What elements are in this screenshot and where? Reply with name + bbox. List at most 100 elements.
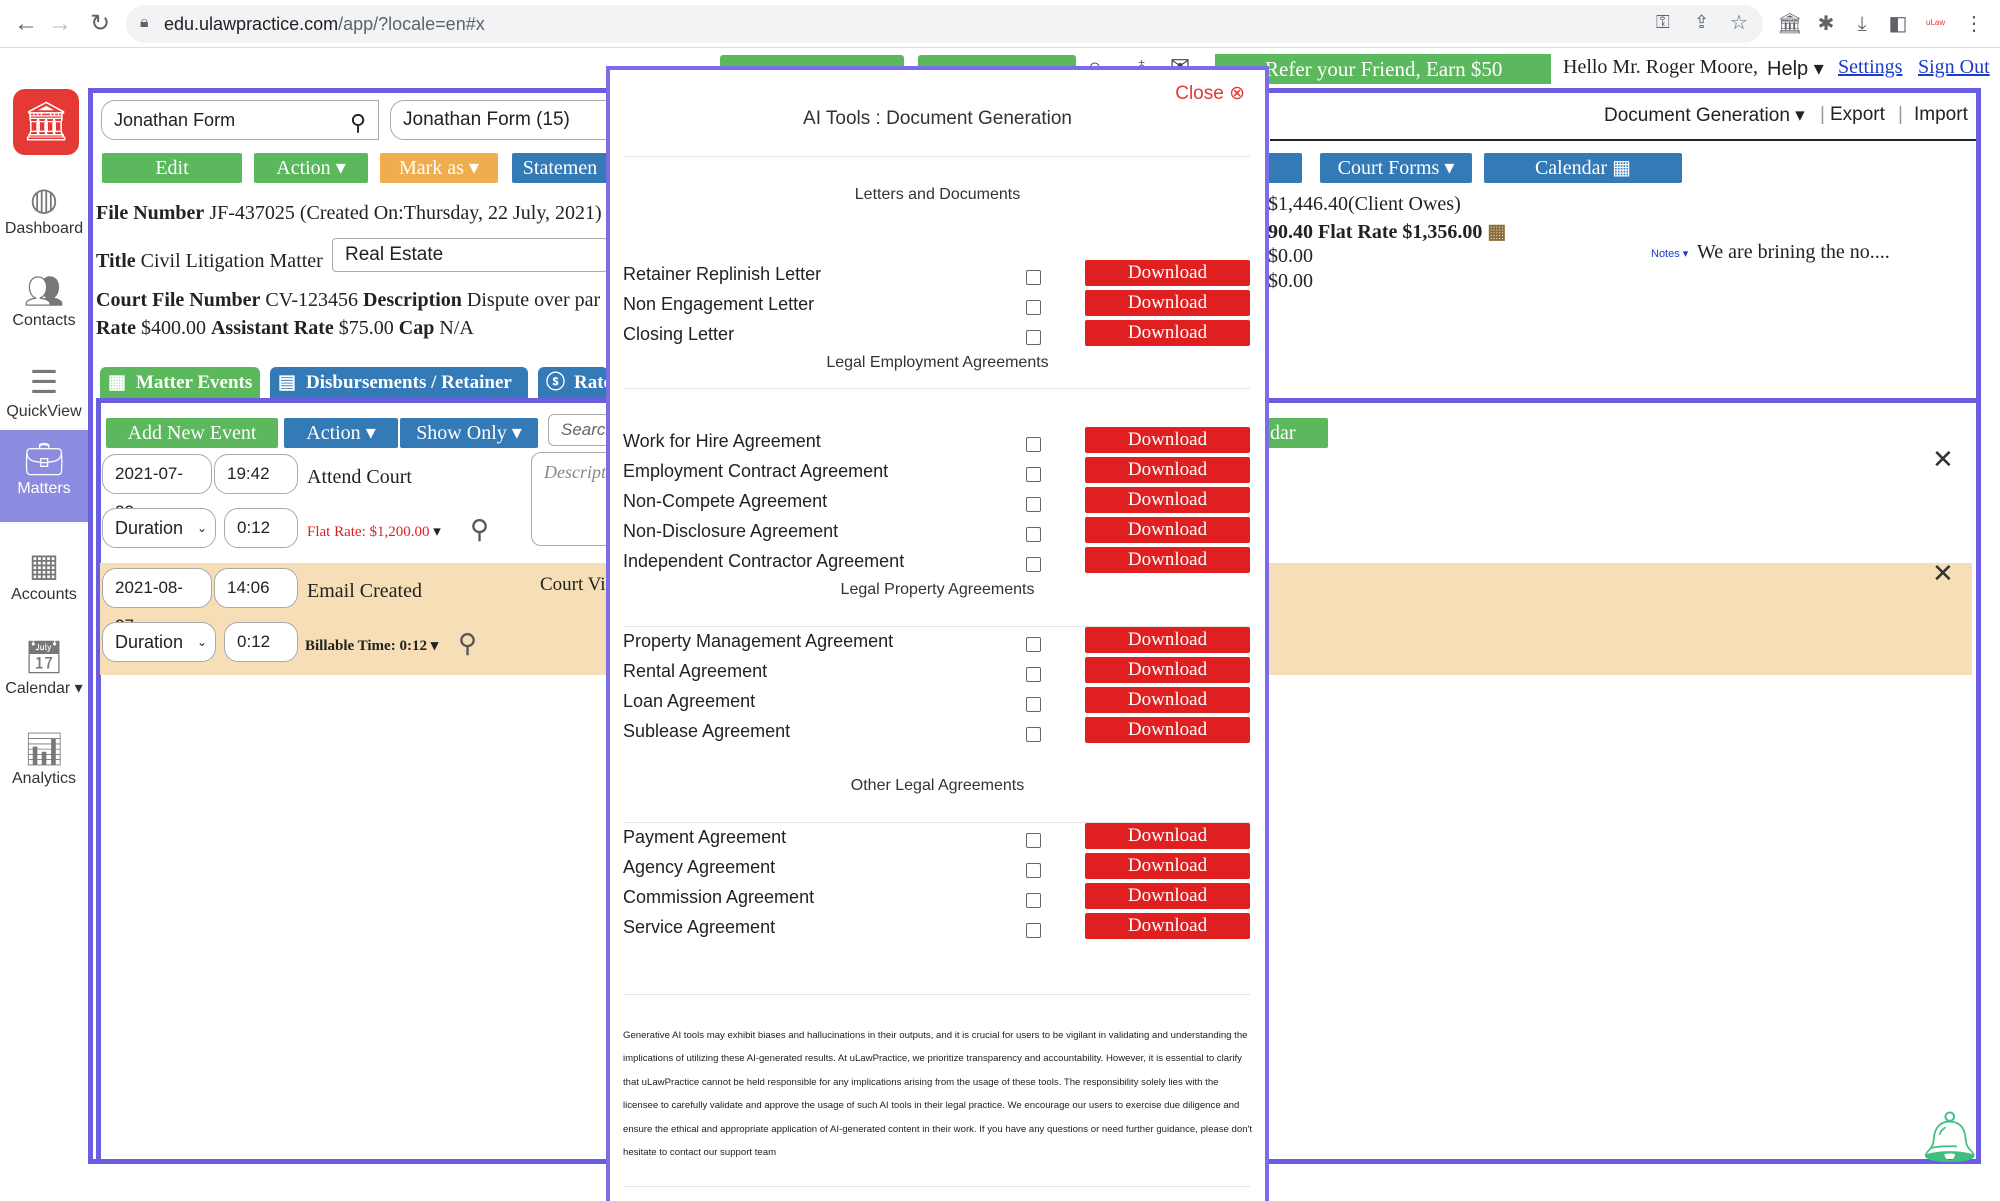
document-generation-menu[interactable]: Document Generation ▾ bbox=[1604, 105, 1805, 126]
back-arrow-icon[interactable]: ← bbox=[14, 10, 38, 37]
search-icon[interactable]: ⚲ bbox=[350, 110, 367, 135]
duration-select-2[interactable]: Duration ⌄ bbox=[102, 622, 216, 662]
sidebar-item-contacts[interactable]: 👥︎ Contacts bbox=[0, 262, 88, 354]
close-icon[interactable]: ✕ bbox=[1932, 558, 1954, 588]
download-button[interactable]: Download bbox=[1085, 687, 1250, 713]
reload-icon[interactable]: ↻ bbox=[89, 10, 111, 37]
download-button[interactable]: Download bbox=[1085, 290, 1250, 316]
doc-checkbox[interactable] bbox=[1026, 437, 1041, 452]
doc-checkbox[interactable] bbox=[1026, 557, 1041, 572]
menu-kebab-icon[interactable]: ⋮ bbox=[1964, 13, 1984, 35]
show-only-button[interactable]: Show Only ▾ bbox=[400, 418, 538, 448]
doc-checkbox[interactable] bbox=[1026, 330, 1041, 345]
download-button[interactable]: Download bbox=[1085, 913, 1250, 939]
doc-checkbox[interactable] bbox=[1026, 863, 1041, 878]
key-icon[interactable]: ⚿ bbox=[1656, 12, 1670, 32]
download-button[interactable]: Download bbox=[1085, 823, 1250, 849]
download-icon[interactable]: ⤓ bbox=[1857, 13, 1867, 35]
event-rate-2[interactable]: Billable Time: 0:12 ▾ bbox=[305, 638, 439, 654]
sidebar-item-dashboard[interactable]: ◍ Dashboard bbox=[0, 170, 88, 262]
help-menu[interactable]: Help ▾ bbox=[1767, 58, 1824, 80]
download-button[interactable]: Download bbox=[1085, 883, 1250, 909]
event-description-1[interactable]: Descripti bbox=[531, 452, 611, 546]
sidebar-item-quickview[interactable]: ☰ QuickView bbox=[0, 353, 88, 445]
magnify-icon[interactable]: ⚲ bbox=[458, 628, 478, 658]
refer-friend-button[interactable]: Refer your Friend, Earn $50 bbox=[1215, 54, 1551, 84]
user-guide-pill[interactable] bbox=[720, 55, 904, 67]
sidepanel-icon[interactable]: ◧ bbox=[1888, 13, 1908, 35]
download-button[interactable]: Download bbox=[1085, 457, 1250, 483]
close-icon[interactable]: ✕ bbox=[1932, 444, 1954, 474]
tab-rates[interactable]: ⓢ Rate bbox=[538, 367, 612, 399]
edit-button[interactable]: Edit bbox=[102, 153, 242, 183]
partial-blue-button[interactable] bbox=[1268, 153, 1302, 183]
doc-checkbox[interactable] bbox=[1026, 497, 1041, 512]
download-button[interactable]: Download bbox=[1085, 320, 1250, 346]
doc-checkbox[interactable] bbox=[1026, 893, 1041, 908]
event-date-2[interactable]: 2021-08-27 bbox=[102, 568, 212, 635]
sidebar-item-matters[interactable]: 💼︎ Matters bbox=[0, 430, 88, 522]
doc-checkbox[interactable] bbox=[1026, 270, 1041, 285]
download-button[interactable]: Download bbox=[1085, 260, 1250, 286]
matter-search-input[interactable]: Jonathan Form bbox=[101, 100, 379, 140]
puzzle-icon[interactable]: ✱ bbox=[1817, 13, 1835, 35]
download-button[interactable]: Download bbox=[1085, 657, 1250, 683]
extension-library-icon[interactable]: 🏛︎ bbox=[1777, 13, 1803, 35]
duration-value-2[interactable]: 0:12 bbox=[224, 622, 298, 662]
duration-value-1[interactable]: 0:12 bbox=[224, 508, 298, 548]
doc-checkbox[interactable] bbox=[1026, 300, 1041, 315]
download-button[interactable]: Download bbox=[1085, 853, 1250, 879]
modal-close-button[interactable]: Close ⊗ bbox=[1175, 83, 1245, 104]
doc-checkbox[interactable] bbox=[1026, 727, 1041, 742]
download-button[interactable]: Download bbox=[1085, 517, 1250, 543]
mark-as-button[interactable]: Mark as ▾ bbox=[380, 153, 498, 183]
event-rate-1[interactable]: Flat Rate: $1,200.00 ▾ bbox=[307, 524, 441, 540]
doc-checkbox[interactable] bbox=[1026, 637, 1041, 652]
action-button[interactable]: Action ▾ bbox=[254, 153, 368, 183]
profile-avatar[interactable]: uLaw bbox=[1926, 18, 1946, 27]
event-date-1[interactable]: 2021-07-22 bbox=[102, 454, 212, 521]
app-logo[interactable]: 🏛︎ bbox=[13, 89, 79, 155]
settings-link[interactable]: Settings bbox=[1838, 56, 1903, 78]
duration-select-1[interactable]: Duration ⌄ bbox=[102, 508, 216, 548]
statement-button[interactable]: Statemen bbox=[512, 153, 608, 183]
add-new-event-button[interactable]: Add New Event bbox=[106, 418, 278, 448]
export-link[interactable]: Export bbox=[1830, 104, 1885, 125]
download-button[interactable]: Download bbox=[1085, 487, 1250, 513]
download-button[interactable]: Download bbox=[1085, 427, 1250, 453]
star-icon[interactable]: ☆ bbox=[1730, 12, 1748, 34]
live-agent-pill[interactable] bbox=[918, 55, 1076, 67]
signout-link[interactable]: Sign Out bbox=[1918, 56, 1990, 78]
calendar-view-button[interactable]: dar bbox=[1264, 418, 1328, 448]
tab-disbursements[interactable]: ▤ Disbursements / Retainer bbox=[270, 367, 528, 399]
event-time-2[interactable]: 14:06 bbox=[214, 568, 298, 608]
events-search-input[interactable]: Search bbox=[548, 414, 615, 446]
court-forms-button[interactable]: Court Forms ▾ bbox=[1320, 153, 1472, 183]
matter-type-select[interactable]: Real Estate bbox=[332, 238, 608, 272]
download-button[interactable]: Download bbox=[1085, 717, 1250, 743]
sidebar-item-accounts[interactable]: ▦ Accounts bbox=[0, 536, 88, 628]
matter-select[interactable]: Jonathan Form (15) bbox=[390, 100, 620, 140]
events-action-button[interactable]: Action ▾ bbox=[284, 418, 398, 448]
doc-checkbox[interactable] bbox=[1026, 833, 1041, 848]
doc-checkbox[interactable] bbox=[1026, 467, 1041, 482]
download-button[interactable]: Download bbox=[1085, 547, 1250, 573]
tab-matter-events[interactable]: ▦ Matter Events bbox=[100, 367, 260, 399]
doc-checkbox[interactable] bbox=[1026, 923, 1041, 938]
address-bar[interactable]: 🔒︎ edu.ulawpractice.com/app/?locale=en#x… bbox=[126, 5, 1763, 43]
event-time-1[interactable]: 19:42 bbox=[214, 454, 298, 494]
doc-checkbox[interactable] bbox=[1026, 527, 1041, 542]
import-link[interactable]: Import bbox=[1914, 104, 1968, 125]
calendar-button[interactable]: Calendar ▦ bbox=[1484, 153, 1682, 183]
download-button[interactable]: Download bbox=[1085, 627, 1250, 653]
magnify-icon[interactable]: ⚲ bbox=[470, 514, 490, 544]
doc-checkbox[interactable] bbox=[1026, 697, 1041, 712]
bell-icon[interactable]: 🔔︎ bbox=[1918, 1109, 1982, 1165]
section-heading: Other Legal Agreements bbox=[850, 777, 1025, 794]
share-icon[interactable]: ⇪ bbox=[1694, 12, 1710, 32]
doc-checkbox[interactable] bbox=[1026, 667, 1041, 682]
notes-dropdown[interactable]: Notes ▾ bbox=[1651, 248, 1689, 260]
sidebar-item-calendar[interactable]: 📅︎ Calendar ▾ bbox=[0, 628, 88, 720]
sidebar-item-analytics[interactable]: 📊︎ Analytics bbox=[0, 720, 88, 812]
forward-arrow-icon[interactable]: → bbox=[48, 10, 72, 37]
